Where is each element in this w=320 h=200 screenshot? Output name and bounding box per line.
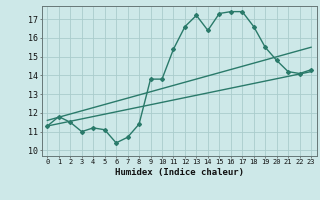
X-axis label: Humidex (Indice chaleur): Humidex (Indice chaleur)	[115, 168, 244, 177]
